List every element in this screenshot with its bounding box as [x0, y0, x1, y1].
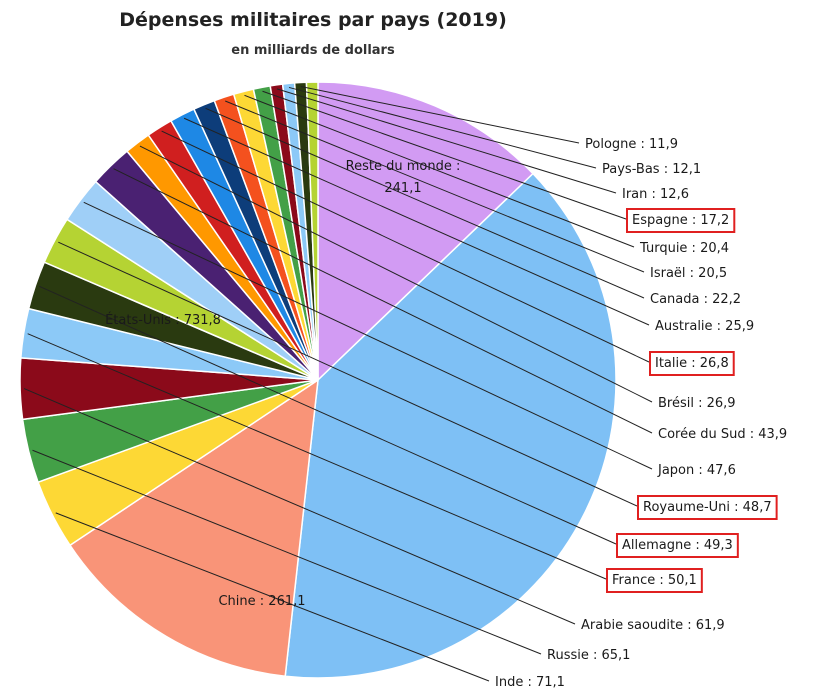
leader-line-italie — [161, 130, 650, 363]
slice-label-italie: Italie : 26,8 — [655, 356, 729, 371]
leader-line-coree-du-sud — [113, 168, 653, 434]
slice-label-australie: Australie : 25,9 — [655, 319, 754, 334]
leader-line-russie — [32, 449, 542, 655]
slice-value-label-reste-du-monde: 241,1 — [384, 181, 421, 196]
leader-line-arabie-saoudite — [23, 388, 576, 625]
chart-title: Dépenses militaires par pays (2019) — [119, 9, 507, 31]
leader-line-turquie — [244, 94, 635, 248]
highlight-box-france — [606, 568, 703, 593]
slice-label-bresil: Brésil : 26,9 — [658, 396, 736, 411]
pie-slices — [19, 81, 617, 679]
slice-label-arabie-saoudite: Arabie saoudite : 61,9 — [581, 618, 725, 633]
slice-label-etats-unis: États-Unis : 731,8 — [105, 312, 221, 328]
pie-slice-reste-du-monde — [317, 81, 535, 382]
leader-line-espagne — [262, 90, 627, 220]
slice-label-coree-du-sud: Corée du Sud : 43,9 — [658, 427, 787, 442]
pie-slice-chine — [68, 378, 319, 678]
leader-line-allemagne — [39, 285, 617, 545]
slice-label-espagne: Espagne : 17,2 — [632, 213, 729, 228]
slice-label-iran: Iran : 12,6 — [622, 187, 689, 202]
slice-labels: Reste du monde : 241,1 États-Unis : 731,8 C… — [105, 137, 787, 690]
slice-label-inde: Inde : 71,1 — [495, 675, 565, 690]
highlight-box-allemagne — [616, 533, 739, 558]
leader-line-japon — [83, 201, 653, 470]
slice-label-canada: Canada : 22,2 — [650, 292, 741, 307]
leader-line-pays-bas — [288, 86, 597, 169]
leader-line-bresil — [139, 145, 653, 403]
leader-line-israel — [225, 100, 645, 273]
leader-line-canada — [205, 107, 645, 299]
slice-label-royaume-uni: Royaume-Uni : 48,7 — [643, 500, 772, 515]
slice-label-reste-du-monde: Reste du monde : — [346, 159, 461, 174]
leader-line-france — [27, 333, 607, 580]
leader-line-pologne — [300, 86, 580, 144]
leader-lines — [23, 86, 653, 682]
leader-line-australie — [183, 117, 650, 326]
slice-label-chine: Chine : 261,1 — [218, 594, 305, 609]
slice-label-japon: Japon : 47,6 — [657, 463, 736, 478]
leader-line-royaume-uni — [58, 241, 638, 507]
slice-label-france: France : 50,1 — [612, 573, 697, 588]
slice-label-israel: Israël : 20,5 — [650, 266, 727, 281]
slice-label-russie: Russie : 65,1 — [547, 648, 630, 663]
slice-label-turquie: Turquie : 20,4 — [639, 241, 729, 256]
pie-slice-slice-22 — [305, 81, 319, 381]
pie-slice-etats-unis — [284, 172, 617, 679]
slice-label-allemagne: Allemagne : 49,3 — [622, 538, 733, 553]
highlight-box-italie — [649, 351, 735, 376]
leader-line-iran — [276, 88, 617, 194]
slice-label-pologne: Pologne : 11,9 — [585, 137, 678, 152]
highlight-box-royaume-uni — [637, 495, 778, 520]
leader-line-inde — [55, 512, 490, 682]
chart-subtitle: en milliards de dollars — [231, 43, 395, 58]
highlight-box-espagne — [626, 208, 736, 233]
slice-label-pays-bas: Pays-Bas : 12,1 — [602, 162, 701, 177]
